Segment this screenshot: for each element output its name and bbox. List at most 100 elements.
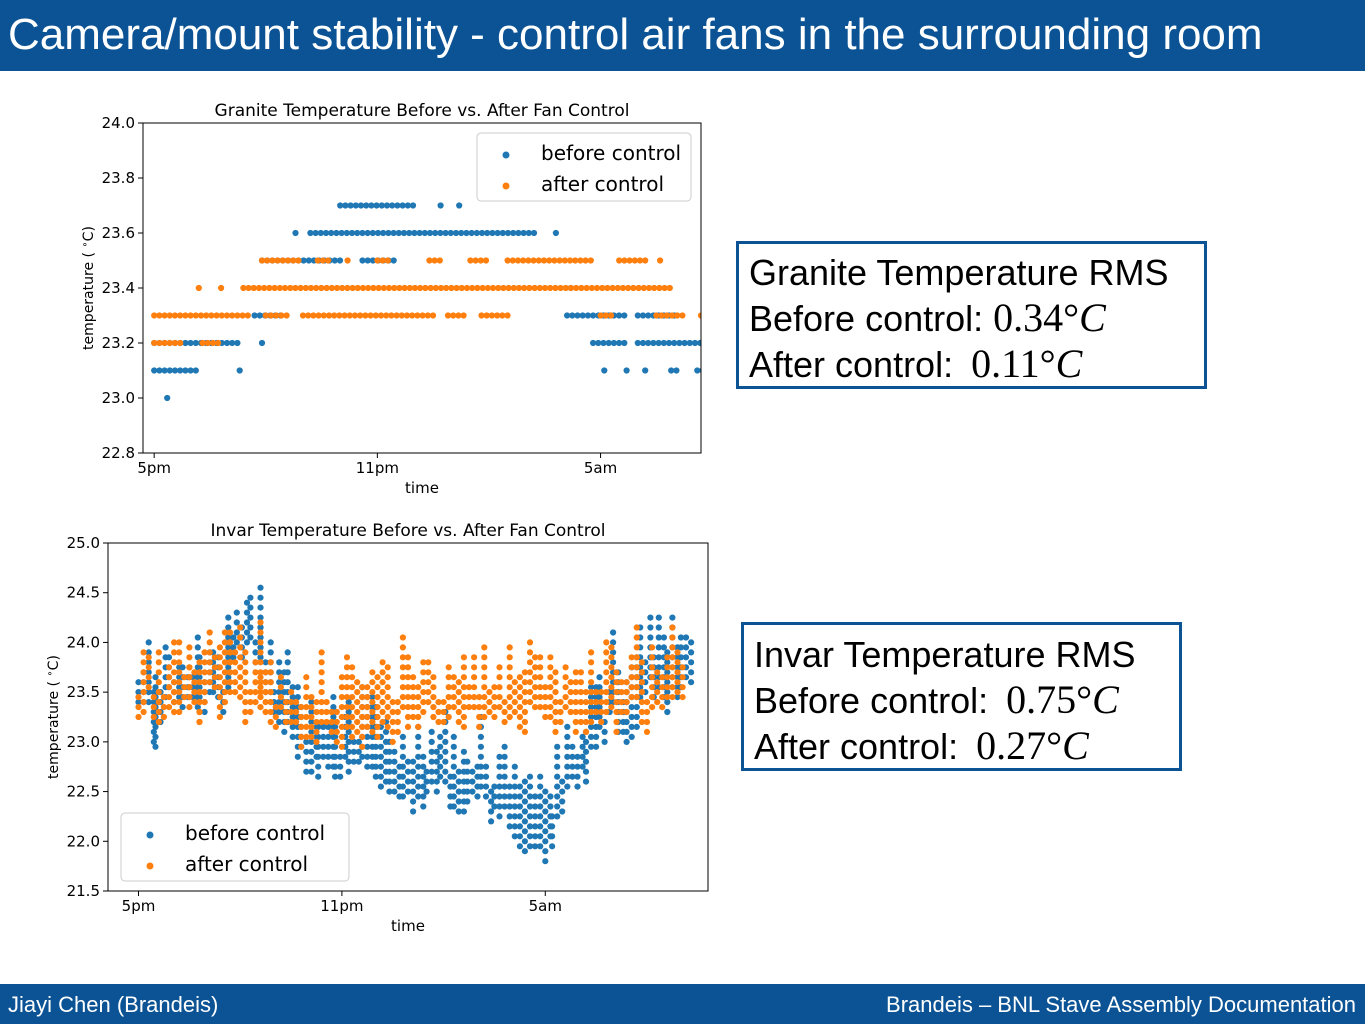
- data-point-after-control: [531, 284, 538, 292]
- chart-legend: before control after control: [476, 132, 692, 202]
- data-point-before-control: [450, 783, 457, 790]
- data-point-after-control: [343, 723, 351, 730]
- data-point-before-control: [373, 202, 380, 209]
- data-point-after-control: [343, 704, 351, 711]
- data-point-before-control: [151, 367, 158, 374]
- data-point-after-control: [323, 699, 330, 706]
- data-point-after-control: [315, 312, 322, 319]
- data-point-after-control: [506, 664, 513, 671]
- data-point-after-control: [287, 284, 294, 292]
- data-point-after-control: [303, 713, 310, 721]
- data-point-after-control: [196, 659, 203, 666]
- data-point-after-control: [504, 312, 511, 319]
- data-point-after-control: [608, 654, 615, 661]
- data-point-before-control: [450, 803, 457, 810]
- data-point-after-control: [598, 699, 605, 706]
- data-point-before-control: [433, 758, 440, 765]
- data-point-before-control: [532, 813, 539, 820]
- data-point-after-control: [237, 674, 244, 681]
- data-point-after-control: [443, 284, 450, 292]
- data-point-after-control: [339, 284, 346, 292]
- data-point-before-control: [150, 738, 157, 745]
- data-point-after-control: [455, 689, 462, 696]
- data-point-after-control: [577, 257, 584, 264]
- data-point-before-control: [225, 654, 232, 661]
- data-point-after-control: [430, 713, 437, 721]
- data-point-after-control: [349, 664, 356, 671]
- data-point-after-control: [562, 284, 569, 292]
- data-point-before-control: [233, 609, 240, 616]
- data-point-after-control: [262, 689, 269, 696]
- data-point-after-control: [364, 694, 371, 701]
- data-point-before-control: [196, 674, 203, 681]
- data-point-before-control: [537, 803, 544, 810]
- chart-legend: before control after control: [120, 812, 350, 882]
- data-point-after-control: [155, 649, 162, 656]
- data-point-after-control: [537, 684, 544, 691]
- data-point-after-control: [216, 644, 223, 651]
- granite-before-label: Before control:: [749, 298, 984, 339]
- data-point-before-control: [450, 763, 457, 770]
- data-point-after-control: [160, 704, 167, 711]
- data-point-before-control: [511, 813, 518, 820]
- data-point-after-control: [521, 728, 528, 735]
- x-tick-label: 11pm: [356, 459, 399, 477]
- data-point-before-control: [623, 738, 630, 745]
- data-point-after-control: [577, 718, 585, 726]
- data-point-before-control: [628, 713, 635, 721]
- data-point-before-control: [345, 718, 352, 726]
- data-point-after-control: [532, 684, 539, 691]
- data-point-before-control: [569, 743, 576, 750]
- data-point-after-control: [535, 257, 542, 264]
- data-point-after-control: [486, 699, 493, 706]
- data-point-before-control: [308, 738, 315, 745]
- data-point-after-control: [476, 704, 483, 711]
- data-point-after-control: [430, 684, 437, 691]
- data-point-before-control: [247, 594, 254, 601]
- data-point-before-control: [442, 758, 449, 765]
- data-point-before-control: [506, 783, 513, 790]
- data-point-before-control: [369, 229, 376, 237]
- data-point-after-control: [582, 699, 590, 706]
- data-point-after-control: [440, 699, 447, 706]
- data-point-after-control: [318, 669, 325, 676]
- data-point-before-control: [488, 798, 495, 805]
- data-point-before-control: [655, 614, 662, 621]
- data-point-before-control: [501, 763, 508, 770]
- data-point-after-control: [303, 704, 310, 711]
- data-point-after-control: [618, 679, 625, 686]
- data-point-before-control: [234, 339, 241, 347]
- data-point-before-control: [257, 614, 264, 621]
- granite-rms-after: After control: 0.11°C: [749, 341, 1204, 387]
- data-point-after-control: [341, 312, 348, 319]
- data-point-before-control: [423, 768, 430, 775]
- data-point-after-control: [526, 669, 534, 676]
- legend-label: after control: [541, 172, 664, 196]
- data-point-before-control: [542, 838, 549, 845]
- data-point-before-control: [247, 634, 254, 641]
- data-point-before-control: [526, 843, 534, 850]
- data-point-after-control: [338, 704, 345, 711]
- data-point-after-control: [587, 257, 594, 264]
- data-point-after-control: [427, 284, 434, 292]
- invar-temperature-chart: 21.5 22.0 22.5 23.0 23.5 24.0 24.5 25.0 5pm 11pm 5…: [45, 521, 709, 935]
- data-point-before-control: [391, 778, 398, 785]
- data-point-before-control: [399, 733, 406, 740]
- data-point-before-control: [377, 753, 384, 760]
- data-point-before-control: [537, 773, 544, 780]
- data-point-after-control: [471, 674, 478, 681]
- data-point-after-control: [674, 679, 681, 686]
- data-point-before-control: [433, 768, 440, 775]
- data-point-after-control: [430, 674, 437, 681]
- data-point-before-control: [610, 339, 618, 347]
- data-point-after-control: [267, 718, 274, 726]
- data-point-before-control: [330, 713, 337, 721]
- data-point-after-control: [298, 723, 305, 730]
- data-point-before-control: [420, 763, 427, 770]
- data-point-before-control: [582, 778, 590, 785]
- data-point-after-control: [234, 312, 241, 319]
- data-point-before-control: [564, 743, 571, 750]
- data-point-after-control: [140, 649, 147, 656]
- data-point-after-control: [552, 284, 559, 292]
- data-point-before-control: [574, 783, 581, 790]
